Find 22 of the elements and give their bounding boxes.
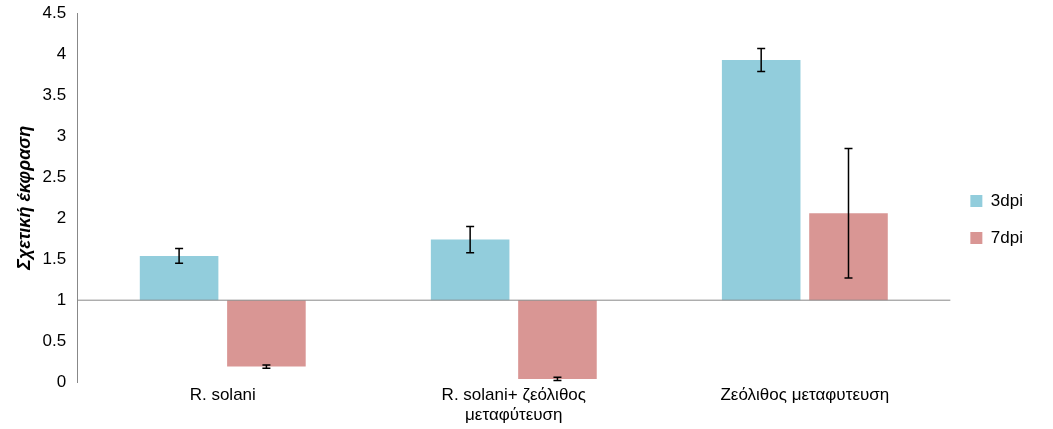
bar xyxy=(721,59,801,301)
legend-label: 3dpi xyxy=(990,190,1023,210)
y-tick-label: 4 xyxy=(56,43,67,63)
y-tick-label: 2 xyxy=(56,207,67,227)
y-tick-label: 1.5 xyxy=(42,248,67,268)
y-tick-label: 1 xyxy=(56,289,67,309)
bar xyxy=(809,213,888,301)
y-tick-label: 4.5 xyxy=(42,2,67,22)
y-tick-label: 3 xyxy=(56,125,67,145)
y-tick-label: 0 xyxy=(56,371,67,391)
y-axis-title: Σχετική έκφραση xyxy=(13,125,34,271)
x-tick-label: Ζεόλιθος μεταφυτευση xyxy=(720,385,890,405)
x-tick-label: R. solani xyxy=(189,385,256,405)
bar xyxy=(139,255,219,301)
bar xyxy=(227,300,306,367)
x-tick-label: R. solani+ ζεόλιθος μεταφύτευση xyxy=(441,385,586,425)
bar xyxy=(518,300,597,379)
legend-label: 7dpi xyxy=(990,227,1023,247)
bar xyxy=(430,239,510,301)
y-tick-label: 2.5 xyxy=(42,166,67,186)
y-tick-label: 0.5 xyxy=(42,330,67,350)
y-tick-label: 3.5 xyxy=(42,84,67,104)
